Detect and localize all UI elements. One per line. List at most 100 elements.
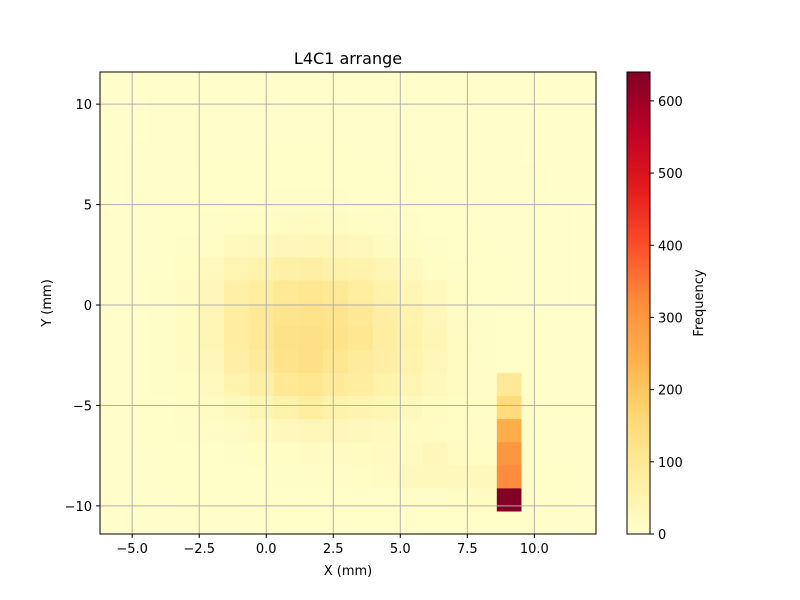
heatmap-cell	[199, 210, 225, 235]
heatmap-cell	[323, 303, 349, 327]
heatmap-cell	[348, 164, 374, 189]
heatmap-cell	[124, 395, 151, 420]
heatmap-cell	[124, 349, 151, 373]
x-tick-label: 0.0	[256, 542, 277, 557]
heatmap-cell	[100, 95, 126, 119]
heatmap-cell	[248, 164, 275, 189]
heatmap-cell	[199, 464, 225, 489]
heatmap-cell	[546, 326, 572, 350]
heatmap-cell	[298, 464, 324, 489]
heatmap-cell	[273, 256, 299, 281]
heatmap-cell	[571, 418, 596, 443]
heatmap-cell	[496, 279, 523, 304]
heatmap-cell	[372, 510, 399, 534]
heatmap-cell	[496, 164, 523, 189]
heatmap-cell	[348, 487, 374, 512]
heatmap-cell	[100, 464, 126, 489]
heatmap-cell	[273, 395, 299, 420]
heatmap-cell	[397, 279, 423, 304]
heatmap-cell	[447, 487, 473, 512]
heatmap-cell	[323, 279, 349, 304]
heatmap-cell	[248, 441, 275, 466]
heatmap-cell	[223, 72, 250, 96]
heatmap-cell	[100, 395, 126, 420]
heatmap-cell	[571, 326, 596, 350]
heatmap-cell	[298, 349, 324, 373]
heatmap-cell	[447, 233, 473, 258]
heatmap-cell	[199, 164, 225, 189]
heatmap-cell	[397, 510, 423, 534]
heatmap-cell	[397, 256, 423, 281]
heatmap-cell	[298, 510, 324, 534]
heatmap-cell	[149, 141, 176, 165]
heatmap-cell	[199, 256, 225, 281]
heatmap-cell	[273, 303, 299, 327]
heatmap-cell	[447, 395, 473, 420]
heatmap-cell	[298, 210, 324, 235]
heatmap-cell	[571, 233, 596, 258]
heatmap-cell	[174, 510, 200, 534]
heatmap-cell	[273, 418, 299, 443]
heatmap-cell	[223, 372, 250, 396]
heatmap-cell	[472, 164, 498, 189]
heatmap-cell	[199, 233, 225, 258]
heatmap-cell	[298, 233, 324, 258]
y-axis-ticks: −10 −5 0 5 10	[65, 98, 100, 515]
heatmap-cell	[472, 72, 498, 96]
heatmap-cell	[248, 395, 275, 420]
heatmap-cell	[472, 256, 498, 281]
heatmap-cell	[422, 95, 448, 119]
heatmap-cell	[223, 303, 250, 327]
x-tick-label: −5.0	[116, 542, 148, 557]
heatmap-cell	[323, 418, 349, 443]
heatmap-cell	[571, 372, 596, 396]
heatmap-cell	[397, 95, 423, 119]
heatmap-cell	[546, 418, 572, 443]
heatmap-cell	[397, 372, 423, 396]
heatmap-cell	[199, 395, 225, 420]
heatmap-cell	[149, 210, 176, 235]
heatmap-cell	[397, 441, 423, 466]
heatmap-cell	[248, 233, 275, 258]
heatmap-cell	[397, 303, 423, 327]
heatmap-cell	[149, 487, 176, 512]
colorbar	[626, 71, 651, 535]
heatmap-cell	[199, 279, 225, 304]
heatmap-cell	[248, 279, 275, 304]
heatmap-cell	[571, 95, 596, 119]
heatmap-cell	[199, 349, 225, 373]
heatmap-cell	[298, 279, 324, 304]
heatmap-cell	[174, 141, 200, 165]
heatmap-cell	[273, 233, 299, 258]
heatmap-cell	[174, 187, 200, 212]
grid-lines	[100, 72, 596, 534]
heatmap-cell	[298, 141, 324, 165]
heatmap-cell	[571, 303, 596, 327]
heatmap-cell	[223, 233, 250, 258]
chart-title: L4C1 arrange	[294, 49, 402, 68]
heatmap-cell	[546, 210, 572, 235]
heatmap-cell	[174, 233, 200, 258]
heatmap-cell	[199, 418, 225, 443]
heatmap-cell	[100, 72, 126, 96]
heatmap-cell	[149, 72, 176, 96]
heatmap-cell	[348, 349, 374, 373]
heatmap-cell	[174, 441, 200, 466]
heatmap-cell	[496, 118, 523, 142]
heatmap-cell	[149, 441, 176, 466]
heatmap-cell	[248, 418, 275, 443]
heatmap-cell	[223, 118, 250, 142]
heatmap-cell	[571, 72, 596, 96]
heatmap-cell	[447, 303, 473, 327]
heatmap-cell	[546, 441, 572, 466]
heatmap-cell	[174, 256, 200, 281]
heatmap-cell	[422, 210, 448, 235]
heatmap-cell	[298, 326, 324, 350]
heatmap-cell	[174, 372, 200, 396]
heatmap-cell	[174, 326, 200, 350]
heatmap-cell	[496, 72, 523, 96]
colorbar-label: Frequency	[692, 269, 707, 336]
heatmap-cell	[273, 326, 299, 350]
heatmap-cell	[223, 164, 250, 189]
heatmap-cell	[372, 349, 399, 373]
